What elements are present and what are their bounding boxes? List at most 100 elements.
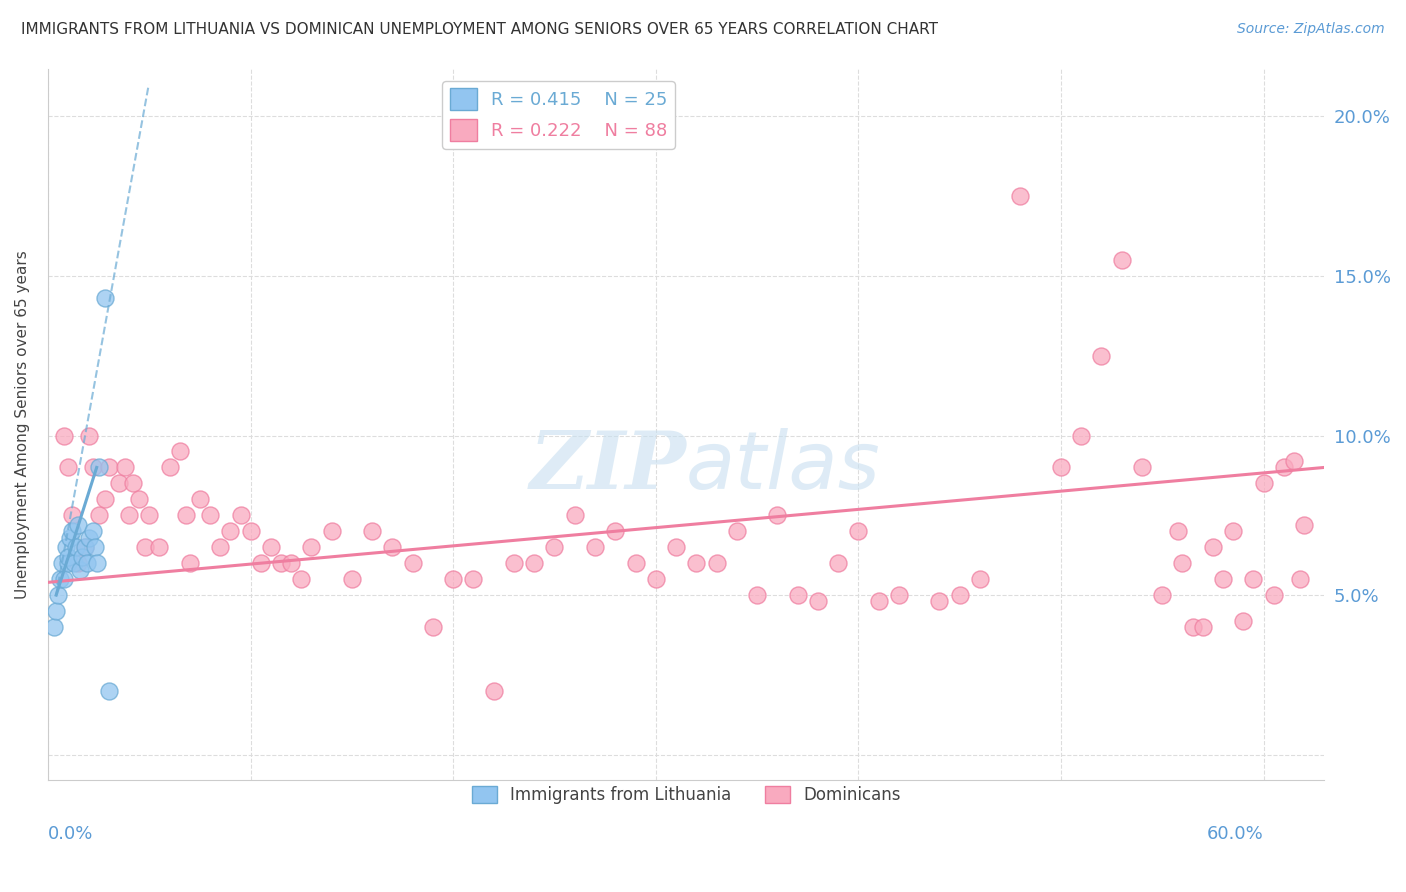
Point xyxy=(1292,517,1315,532)
Point xyxy=(1111,252,1133,267)
Point xyxy=(249,556,271,570)
Point xyxy=(523,556,546,570)
Point xyxy=(65,540,87,554)
Point xyxy=(188,492,211,507)
Point xyxy=(543,540,565,554)
Point xyxy=(77,428,100,442)
Point xyxy=(766,508,789,523)
Point xyxy=(59,531,82,545)
Point xyxy=(665,540,688,554)
Point xyxy=(97,460,120,475)
Point xyxy=(280,556,302,570)
Point xyxy=(361,524,384,539)
Point xyxy=(77,531,100,545)
Point xyxy=(381,540,404,554)
Point xyxy=(86,556,108,570)
Point xyxy=(72,549,94,564)
Point xyxy=(179,556,201,570)
Point xyxy=(94,291,117,305)
Point xyxy=(725,524,748,539)
Point xyxy=(198,508,221,523)
Point xyxy=(63,556,86,570)
Text: 60.0%: 60.0% xyxy=(1206,825,1264,843)
Point xyxy=(114,460,136,475)
Point xyxy=(82,524,104,539)
Point xyxy=(1010,189,1032,203)
Point xyxy=(1282,454,1305,468)
Point xyxy=(118,508,141,523)
Point xyxy=(564,508,586,523)
Point xyxy=(1181,620,1204,634)
Point xyxy=(53,428,76,442)
Point xyxy=(1167,524,1189,539)
Point xyxy=(605,524,627,539)
Point xyxy=(1202,540,1225,554)
Point xyxy=(807,594,830,608)
Point xyxy=(441,572,464,586)
Point xyxy=(108,476,131,491)
Point xyxy=(51,556,73,570)
Point xyxy=(60,508,83,523)
Point xyxy=(786,588,808,602)
Point xyxy=(58,549,80,564)
Point xyxy=(45,604,67,618)
Point xyxy=(928,594,950,608)
Point xyxy=(69,563,91,577)
Point xyxy=(159,460,181,475)
Point xyxy=(624,556,647,570)
Point xyxy=(60,524,83,539)
Point xyxy=(87,508,110,523)
Point xyxy=(340,572,363,586)
Point xyxy=(482,683,505,698)
Point xyxy=(1222,524,1244,539)
Point xyxy=(1263,588,1285,602)
Point xyxy=(53,572,76,586)
Point xyxy=(239,524,262,539)
Point xyxy=(503,556,526,570)
Legend: Immigrants from Lithuania, Dominicans: Immigrants from Lithuania, Dominicans xyxy=(465,780,907,811)
Point xyxy=(97,683,120,698)
Point xyxy=(94,492,117,507)
Point xyxy=(1232,614,1254,628)
Point xyxy=(745,588,768,602)
Point xyxy=(55,540,77,554)
Point xyxy=(1241,572,1264,586)
Text: Source: ZipAtlas.com: Source: ZipAtlas.com xyxy=(1237,22,1385,37)
Point xyxy=(58,460,80,475)
Point xyxy=(229,508,252,523)
Point xyxy=(174,508,197,523)
Y-axis label: Unemployment Among Seniors over 65 years: Unemployment Among Seniors over 65 years xyxy=(15,250,30,599)
Point xyxy=(969,572,991,586)
Point xyxy=(1152,588,1174,602)
Point xyxy=(49,572,72,586)
Point xyxy=(1289,572,1312,586)
Point xyxy=(402,556,425,570)
Point xyxy=(868,594,890,608)
Point xyxy=(290,572,312,586)
Point xyxy=(887,588,910,602)
Point xyxy=(1171,556,1194,570)
Point xyxy=(58,556,80,570)
Text: IMMIGRANTS FROM LITHUANIA VS DOMINICAN UNEMPLOYMENT AMONG SENIORS OVER 65 YEARS : IMMIGRANTS FROM LITHUANIA VS DOMINICAN U… xyxy=(21,22,938,37)
Point xyxy=(1272,460,1295,475)
Point xyxy=(270,556,292,570)
Point xyxy=(67,517,90,532)
Point xyxy=(644,572,666,586)
Text: 0.0%: 0.0% xyxy=(48,825,93,843)
Point xyxy=(1191,620,1213,634)
Point xyxy=(846,524,869,539)
Point xyxy=(827,556,849,570)
Point xyxy=(122,476,145,491)
Point xyxy=(134,540,156,554)
Point xyxy=(299,540,322,554)
Point xyxy=(949,588,972,602)
Point xyxy=(583,540,606,554)
Point xyxy=(82,460,104,475)
Point xyxy=(706,556,728,570)
Point xyxy=(83,540,105,554)
Point xyxy=(87,460,110,475)
Point xyxy=(46,588,69,602)
Point xyxy=(169,444,191,458)
Point xyxy=(1090,349,1112,363)
Point xyxy=(1212,572,1234,586)
